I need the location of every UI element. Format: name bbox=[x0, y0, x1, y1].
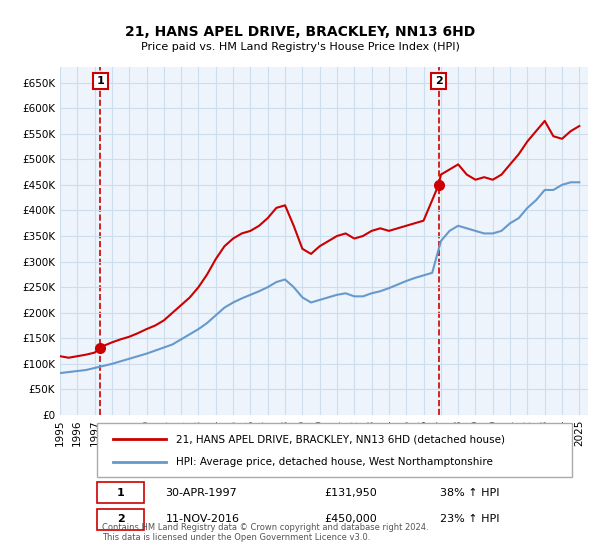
Text: Contains HM Land Registry data © Crown copyright and database right 2024.
This d: Contains HM Land Registry data © Crown c… bbox=[102, 522, 429, 542]
FancyBboxPatch shape bbox=[97, 508, 145, 530]
Text: 11-NOV-2016: 11-NOV-2016 bbox=[166, 515, 239, 524]
Text: £131,950: £131,950 bbox=[324, 488, 377, 498]
FancyBboxPatch shape bbox=[97, 423, 572, 477]
Text: 1: 1 bbox=[117, 488, 125, 498]
Text: 30-APR-1997: 30-APR-1997 bbox=[166, 488, 238, 498]
Text: 1: 1 bbox=[97, 76, 104, 86]
Text: HPI: Average price, detached house, West Northamptonshire: HPI: Average price, detached house, West… bbox=[176, 457, 493, 467]
Text: 23% ↑ HPI: 23% ↑ HPI bbox=[440, 515, 500, 524]
Text: Price paid vs. HM Land Registry's House Price Index (HPI): Price paid vs. HM Land Registry's House … bbox=[140, 42, 460, 52]
Text: 2: 2 bbox=[117, 515, 125, 524]
Text: £450,000: £450,000 bbox=[324, 515, 377, 524]
Text: 2: 2 bbox=[435, 76, 442, 86]
FancyBboxPatch shape bbox=[97, 482, 145, 503]
Text: 21, HANS APEL DRIVE, BRACKLEY, NN13 6HD: 21, HANS APEL DRIVE, BRACKLEY, NN13 6HD bbox=[125, 25, 475, 39]
Text: 21, HANS APEL DRIVE, BRACKLEY, NN13 6HD (detached house): 21, HANS APEL DRIVE, BRACKLEY, NN13 6HD … bbox=[176, 434, 505, 444]
Text: 38% ↑ HPI: 38% ↑ HPI bbox=[440, 488, 500, 498]
